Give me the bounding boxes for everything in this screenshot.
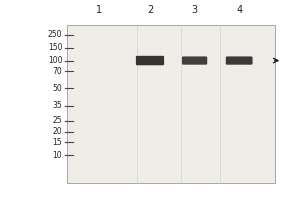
Text: 100: 100	[48, 56, 62, 65]
Text: 70: 70	[52, 67, 62, 76]
FancyBboxPatch shape	[136, 56, 164, 65]
Text: 25: 25	[53, 116, 62, 125]
Text: 150: 150	[48, 43, 62, 52]
Text: 3: 3	[191, 5, 198, 15]
Text: 10: 10	[53, 151, 62, 160]
FancyBboxPatch shape	[226, 56, 253, 65]
FancyBboxPatch shape	[67, 25, 275, 183]
FancyBboxPatch shape	[182, 56, 207, 65]
Text: 35: 35	[52, 101, 62, 110]
Text: 15: 15	[53, 138, 62, 147]
Text: 4: 4	[236, 5, 242, 15]
Text: 2: 2	[147, 5, 153, 15]
Text: 20: 20	[53, 127, 62, 136]
Text: 50: 50	[52, 84, 62, 93]
Text: 1: 1	[96, 5, 103, 15]
Text: 250: 250	[48, 30, 62, 39]
